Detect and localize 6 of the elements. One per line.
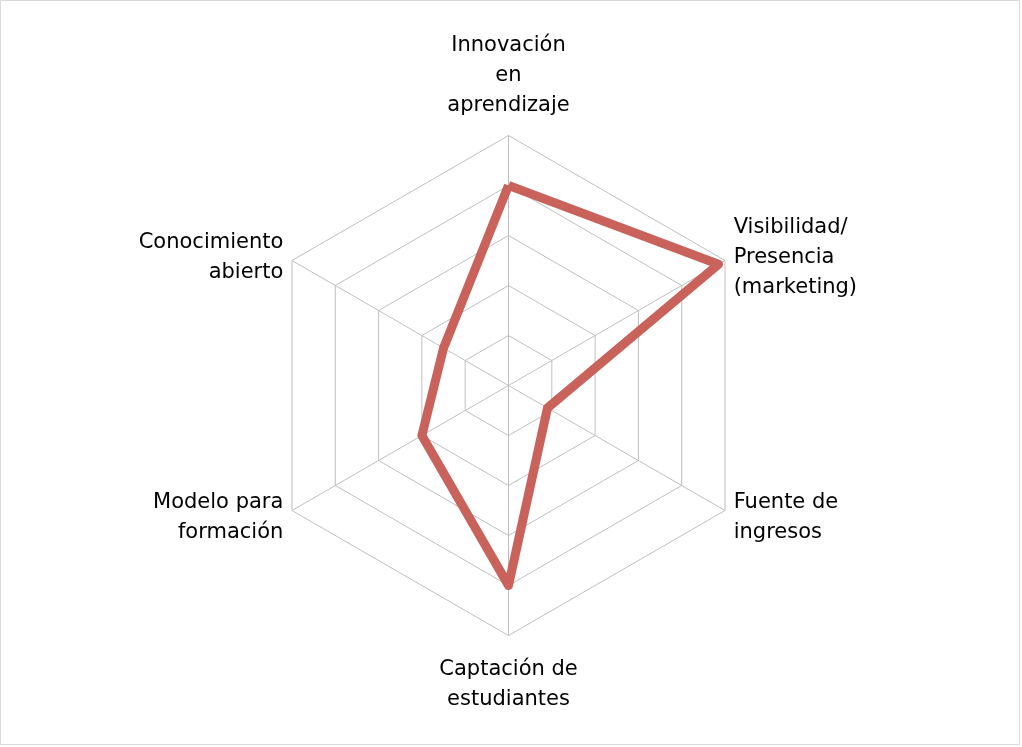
spoke-label: Captación de estudiantes — [439, 655, 578, 710]
spoke-label: Innovación en aprendizaje — [447, 31, 570, 116]
spoke-label: Visibilidad/ Presencia (marketing) — [733, 213, 858, 298]
spoke-label: Modelo para formación — [153, 488, 284, 543]
spoke-label: Conocimiento abierto — [138, 228, 284, 283]
spoke-label: Fuente de ingresos — [733, 488, 839, 543]
